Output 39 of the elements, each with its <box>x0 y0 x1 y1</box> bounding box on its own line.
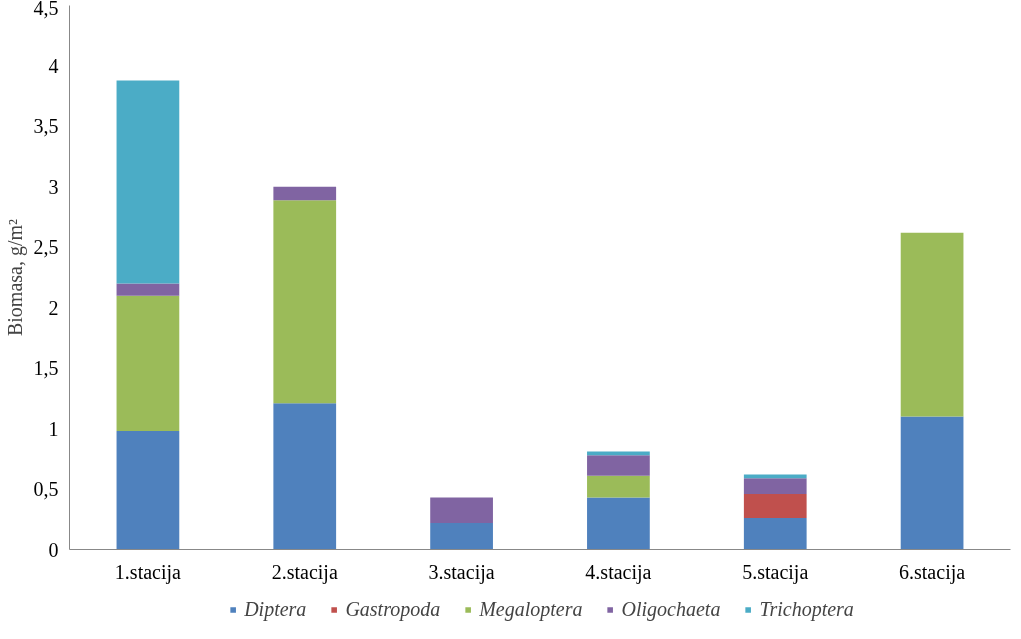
legend-label: Diptera <box>244 597 307 621</box>
legend-label: Gastropoda <box>345 597 441 621</box>
bar <box>116 283 180 296</box>
y-tick-label: 4,5 <box>33 0 59 19</box>
y-tick-label: 2,5 <box>33 236 59 259</box>
bar <box>273 200 337 404</box>
x-tick-label: 6.stacija <box>899 560 966 584</box>
bar <box>116 431 180 550</box>
bar <box>900 232 964 417</box>
bar <box>116 295 180 432</box>
bar <box>273 186 337 201</box>
y-tick-label: 0,5 <box>33 478 59 501</box>
y-tick-label: 1,5 <box>33 357 59 380</box>
bar <box>587 497 650 550</box>
bar <box>273 403 337 550</box>
y-tick-label: 4 <box>48 54 59 77</box>
bar <box>587 475 650 498</box>
bar <box>430 522 493 550</box>
bar <box>900 416 964 550</box>
legend-label: Oligochaeta <box>621 597 721 621</box>
legend-label: Megaloptera <box>479 597 583 621</box>
legend-label: Trichoptera <box>759 597 854 621</box>
bar <box>743 478 807 494</box>
bar <box>430 497 493 523</box>
y-tick-label: 3 <box>48 175 59 198</box>
y-tick-label: 0 <box>48 538 59 561</box>
x-tick-label: 4.stacija <box>585 560 652 584</box>
x-tick-label: 1.stacija <box>114 560 182 584</box>
y-tick-label: 1 <box>48 417 59 440</box>
x-tick-label: 5.stacija <box>742 560 809 584</box>
bar <box>587 455 650 476</box>
x-tick-label: 2.stacija <box>271 560 338 584</box>
x-tick-label: 3.stacija <box>428 560 495 584</box>
bar <box>116 80 180 284</box>
y-tick-label: 3,5 <box>33 115 59 138</box>
y-axis-title: Biomasa, g/m² <box>3 218 27 337</box>
y-tick-label: 2 <box>48 296 59 319</box>
bar <box>743 493 807 519</box>
bar <box>743 518 807 550</box>
